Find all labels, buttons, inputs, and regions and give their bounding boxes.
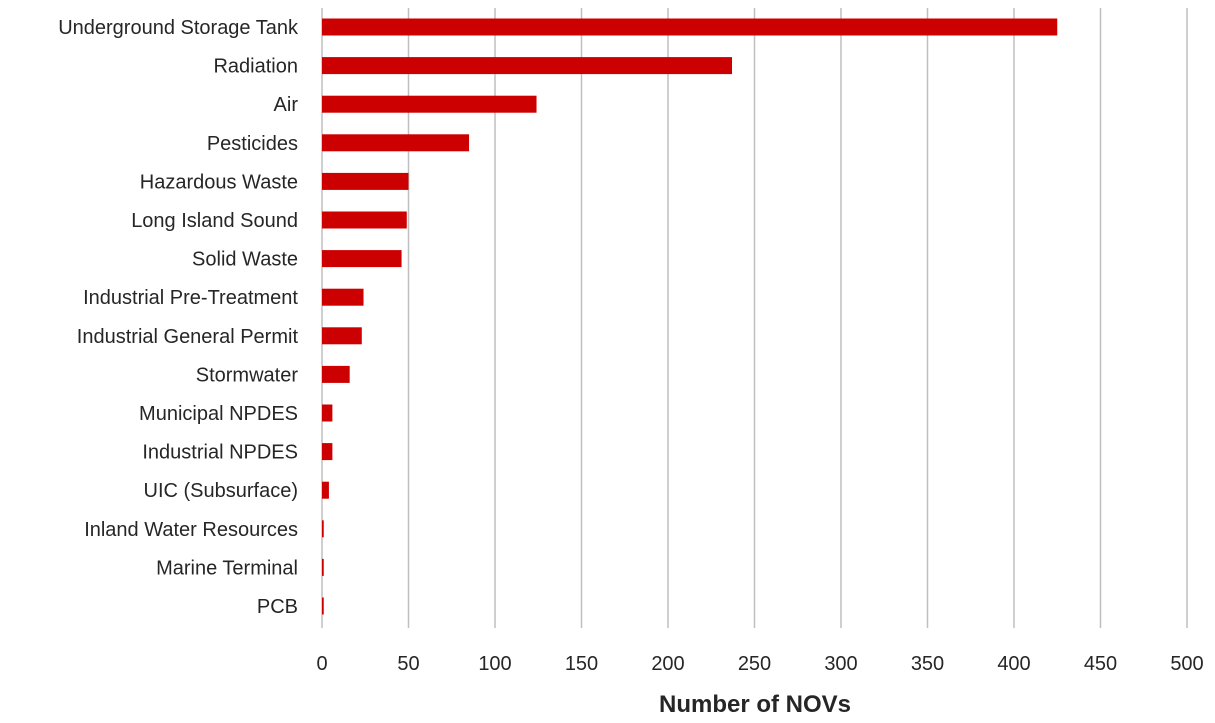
bar (322, 481, 329, 499)
x-tick-label: 250 (738, 653, 771, 675)
category-label: Air (274, 94, 299, 116)
category-label: Long Island Sound (131, 210, 298, 232)
category-label: Industrial NPDES (142, 442, 298, 464)
x-tick-label: 200 (651, 653, 684, 675)
x-tick-label: 350 (911, 653, 944, 675)
x-axis-title: Number of NOVs (659, 691, 851, 718)
category-label: Municipal NPDES (139, 403, 298, 425)
bar (322, 95, 537, 113)
x-tick-label: 400 (997, 653, 1030, 675)
bar (322, 250, 402, 268)
bar (322, 288, 364, 306)
bar (322, 211, 407, 229)
x-tick-label: 150 (565, 653, 598, 675)
x-tick-label: 300 (824, 653, 857, 675)
x-tick-label: 50 (397, 653, 419, 675)
category-label: Industrial Pre-Treatment (83, 287, 298, 309)
x-tick-labels: 0 50 100 150 200 250 300 350 400 450 500 (316, 653, 1203, 675)
bar (322, 172, 409, 190)
x-tick-label: 100 (478, 653, 511, 675)
x-tick-label: 0 (316, 653, 327, 675)
category-label: Underground Storage Tank (58, 17, 299, 39)
bar (322, 365, 350, 383)
category-label: UIC (Subsurface) (144, 480, 299, 502)
bar (322, 597, 324, 615)
category-label: Solid Waste (192, 249, 298, 271)
category-label: PCB (257, 596, 298, 618)
bar (322, 520, 324, 538)
category-label: Hazardous Waste (140, 171, 298, 193)
category-label: Pesticides (207, 133, 298, 155)
bar (322, 443, 333, 461)
category-label: Stormwater (196, 364, 299, 386)
bar (322, 57, 733, 75)
bars (322, 18, 1058, 615)
category-label: Radiation (213, 56, 298, 78)
category-label: Marine Terminal (156, 557, 298, 579)
x-tick-label: 450 (1084, 653, 1117, 675)
category-label: Inland Water Resources (84, 519, 298, 541)
bar (322, 18, 1058, 36)
bar (322, 558, 324, 576)
bar (322, 404, 333, 422)
category-labels: Underground Storage Tank Radiation Air Pest… (58, 17, 299, 618)
bar (322, 327, 362, 345)
x-tick-label: 500 (1170, 653, 1203, 675)
category-label: Industrial General Permit (77, 326, 299, 348)
bar (322, 134, 470, 152)
